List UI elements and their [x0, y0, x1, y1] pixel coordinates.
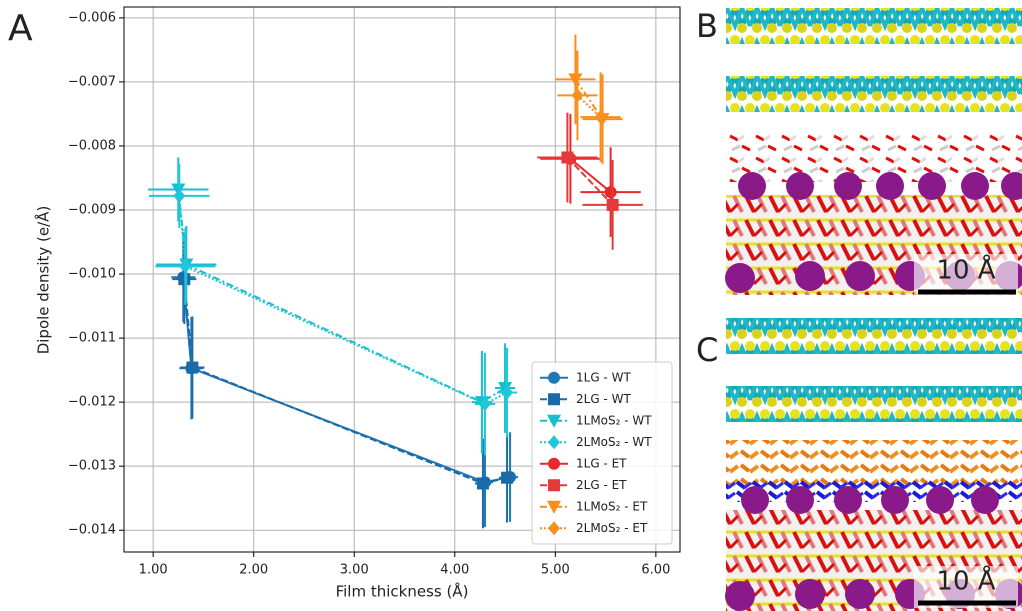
series-line — [574, 78, 604, 120]
data-point — [186, 361, 199, 374]
x-tick-label: 1.00 — [139, 563, 168, 578]
legend-marker — [548, 371, 560, 384]
plot-frame — [123, 6, 681, 553]
legend-marker — [548, 435, 560, 450]
y-tick-label: −0.011 — [68, 331, 116, 346]
legend-label: 2LMoS₂ - WT — [576, 435, 652, 449]
legend-label: 2LMoS₂ - ET — [576, 521, 648, 535]
y-tick-label: −0.012 — [68, 395, 116, 410]
data-point — [476, 477, 489, 490]
y-tick-label: −0.008 — [68, 138, 116, 153]
series-line — [178, 195, 508, 406]
x-tick-label: 5.00 — [541, 563, 570, 578]
data-point — [173, 188, 186, 203]
data-point — [561, 151, 574, 164]
data-point — [568, 73, 583, 87]
series-line — [569, 158, 612, 193]
data-point — [594, 110, 607, 125]
legend-label: 1LG - WT — [576, 370, 631, 384]
legend-marker — [548, 457, 560, 470]
plot-area: 1.00 2.00 3.00 4.00 5.00 6.00 −0.006 −0.007 −0.0… — [68, 6, 681, 578]
panel-label: A — [8, 8, 33, 49]
legend-marker — [548, 521, 560, 536]
data-point — [178, 273, 191, 286]
legend-label: 1LG - ET — [576, 456, 627, 470]
x-tick-label: 2.00 — [239, 563, 268, 578]
data-point — [501, 471, 514, 484]
panel-c-image — [725, 318, 1022, 611]
data-point — [604, 186, 617, 199]
series-line — [183, 279, 508, 485]
legend: 1LG - WT 2LG - WT 1LMoS₂ - WT 2LMoS₂ - WT 1L… — [531, 361, 673, 545]
panel-label: B — [696, 7, 718, 45]
y-tick-label: −0.013 — [68, 459, 116, 474]
x-axis-label: Film thickness (Å) — [336, 582, 469, 601]
y-tick-label: −0.007 — [68, 74, 116, 89]
legend-label: 1LMoS₂ - ET — [576, 499, 648, 513]
y-tick-label: −0.014 — [68, 523, 116, 538]
legend-label: 2LG - WT — [576, 392, 631, 406]
series-line — [566, 156, 614, 206]
y-axis-label: Dipole density (e/Å) — [34, 206, 53, 355]
legend-marker — [548, 393, 560, 406]
x-tick-label: 4.00 — [440, 563, 469, 578]
series-line — [576, 94, 602, 118]
y-tick-label: −0.010 — [68, 267, 116, 282]
series-line — [177, 189, 506, 404]
data-point — [606, 198, 619, 211]
panel-b-image — [725, 8, 1022, 296]
scale-bar-label: 10 Å — [936, 254, 995, 286]
scale-bar-label: 10 Å — [936, 565, 995, 597]
data-point — [501, 385, 514, 400]
data-point — [478, 397, 491, 412]
y-tick-label: −0.006 — [68, 10, 116, 25]
x-tick-label: 3.00 — [340, 563, 369, 578]
legend-box — [531, 361, 673, 545]
y-tick-label: −0.009 — [68, 203, 116, 218]
series-line — [182, 277, 511, 484]
legend-label: 2LG - ET — [576, 478, 627, 492]
x-tick-label: 6.00 — [641, 563, 670, 578]
data-point — [571, 88, 584, 103]
legend-marker — [548, 479, 560, 492]
data-point — [179, 259, 192, 274]
legend-marker — [547, 414, 561, 428]
legend-label: 1LMoS₂ - WT — [576, 413, 652, 427]
data-point — [171, 183, 186, 197]
legend-marker — [547, 500, 561, 514]
panel-label: C — [696, 331, 718, 369]
